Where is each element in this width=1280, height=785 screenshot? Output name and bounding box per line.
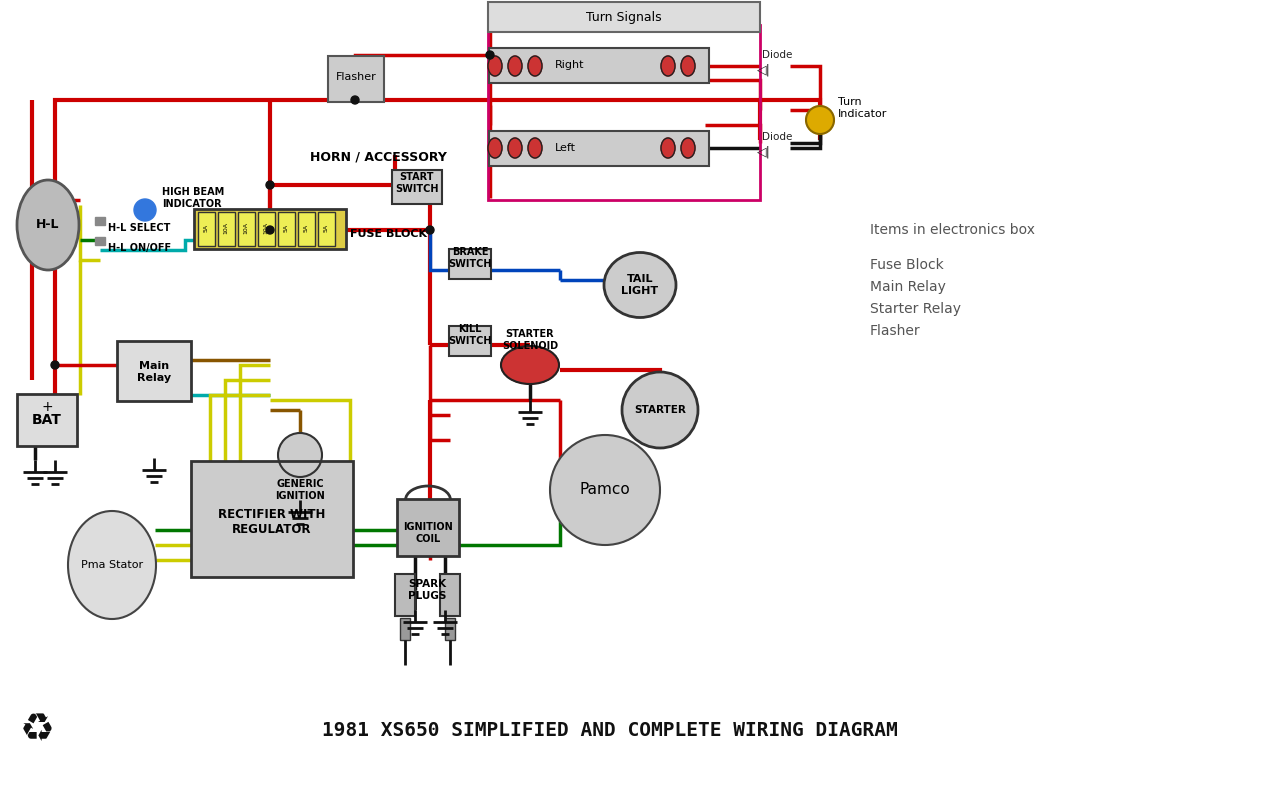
Text: KILL
SWITCH: KILL SWITCH	[448, 324, 492, 346]
FancyBboxPatch shape	[449, 249, 492, 279]
FancyBboxPatch shape	[259, 212, 275, 246]
Text: H-L SELECT: H-L SELECT	[108, 223, 170, 233]
Text: Pamco: Pamco	[580, 483, 630, 498]
Text: ◁|: ◁|	[756, 64, 771, 76]
Text: Starter Relay: Starter Relay	[870, 302, 961, 316]
Circle shape	[486, 51, 494, 59]
Ellipse shape	[500, 346, 559, 384]
Text: STARTER: STARTER	[634, 405, 686, 415]
Text: 10A: 10A	[243, 222, 248, 234]
Text: Turn
Indicator: Turn Indicator	[838, 97, 887, 119]
Text: BAT: BAT	[32, 413, 61, 427]
Ellipse shape	[529, 138, 541, 158]
Text: Diode: Diode	[762, 50, 792, 60]
Ellipse shape	[68, 511, 156, 619]
Text: Items in electronics box: Items in electronics box	[870, 223, 1036, 237]
Ellipse shape	[604, 253, 676, 317]
Text: Flasher: Flasher	[870, 324, 920, 338]
Text: Left: Left	[556, 143, 576, 153]
Text: SPARK
PLUGS: SPARK PLUGS	[408, 579, 447, 601]
Text: ♻: ♻	[19, 711, 55, 749]
Ellipse shape	[681, 138, 695, 158]
Text: FUSE BLOCK: FUSE BLOCK	[349, 229, 428, 239]
Text: 1981 XS650 SIMPLIFIED AND COMPLETE WIRING DIAGRAM: 1981 XS650 SIMPLIFIED AND COMPLETE WIRIN…	[323, 721, 897, 739]
Circle shape	[51, 361, 59, 369]
Text: H-L ON/OFF: H-L ON/OFF	[108, 243, 172, 253]
Text: 10A: 10A	[264, 222, 269, 234]
Text: 5A: 5A	[204, 224, 209, 232]
Bar	[95, 237, 105, 245]
Text: H-L: H-L	[36, 218, 60, 232]
Ellipse shape	[488, 56, 502, 76]
Ellipse shape	[660, 56, 675, 76]
Ellipse shape	[17, 180, 79, 270]
Circle shape	[550, 435, 660, 545]
FancyBboxPatch shape	[488, 2, 760, 32]
Text: ◁|: ◁|	[756, 145, 771, 159]
Ellipse shape	[681, 56, 695, 76]
Text: START
SWITCH: START SWITCH	[396, 172, 439, 194]
Text: Main
Relay: Main Relay	[137, 361, 172, 383]
FancyBboxPatch shape	[278, 212, 294, 246]
FancyBboxPatch shape	[392, 170, 442, 204]
FancyBboxPatch shape	[489, 48, 709, 83]
Circle shape	[351, 96, 358, 104]
Text: HIGH BEAM
INDICATOR: HIGH BEAM INDICATOR	[163, 187, 224, 209]
Ellipse shape	[660, 138, 675, 158]
Text: Flasher: Flasher	[335, 72, 376, 82]
Text: Main Relay: Main Relay	[870, 280, 946, 294]
Text: Fuse Block: Fuse Block	[870, 258, 943, 272]
Text: Right: Right	[556, 60, 585, 70]
FancyBboxPatch shape	[489, 131, 709, 166]
Circle shape	[266, 181, 274, 189]
FancyBboxPatch shape	[195, 209, 346, 249]
FancyBboxPatch shape	[397, 499, 460, 556]
FancyBboxPatch shape	[317, 212, 335, 246]
Ellipse shape	[508, 56, 522, 76]
Text: IGNITION
COIL: IGNITION COIL	[403, 522, 453, 544]
Text: RECTIFIER WITH
REGULATOR: RECTIFIER WITH REGULATOR	[219, 508, 325, 536]
Text: 5A: 5A	[303, 224, 308, 232]
FancyBboxPatch shape	[449, 326, 492, 356]
Text: Pma Stator: Pma Stator	[81, 560, 143, 570]
Text: 5A: 5A	[324, 224, 329, 232]
FancyBboxPatch shape	[328, 56, 384, 102]
FancyBboxPatch shape	[440, 574, 460, 616]
Text: +: +	[41, 400, 52, 414]
FancyBboxPatch shape	[298, 212, 315, 246]
Text: HORN / ACCESSORY: HORN / ACCESSORY	[310, 151, 447, 163]
FancyBboxPatch shape	[445, 618, 454, 640]
Circle shape	[806, 106, 835, 134]
Circle shape	[134, 199, 156, 221]
Text: TAIL
LIGHT: TAIL LIGHT	[621, 274, 659, 296]
Text: GENERIC
IGNITION: GENERIC IGNITION	[275, 479, 325, 501]
Circle shape	[266, 226, 274, 234]
Text: STARTER
SOLENOID: STARTER SOLENOID	[502, 329, 558, 351]
FancyBboxPatch shape	[396, 574, 415, 616]
Ellipse shape	[508, 138, 522, 158]
FancyBboxPatch shape	[191, 461, 353, 577]
Text: 10A: 10A	[224, 222, 229, 234]
FancyBboxPatch shape	[116, 341, 191, 401]
Text: 5A: 5A	[283, 224, 288, 232]
Text: Turn Signals: Turn Signals	[586, 10, 662, 24]
Text: BRAKE
SWITCH: BRAKE SWITCH	[448, 247, 492, 268]
FancyBboxPatch shape	[218, 212, 236, 246]
FancyBboxPatch shape	[198, 212, 215, 246]
FancyBboxPatch shape	[17, 394, 77, 446]
Ellipse shape	[488, 138, 502, 158]
Circle shape	[278, 433, 323, 477]
Text: Diode: Diode	[762, 132, 792, 142]
FancyBboxPatch shape	[399, 618, 410, 640]
Ellipse shape	[529, 56, 541, 76]
Circle shape	[426, 226, 434, 234]
Bar	[95, 217, 105, 225]
FancyBboxPatch shape	[238, 212, 255, 246]
Circle shape	[622, 372, 698, 448]
